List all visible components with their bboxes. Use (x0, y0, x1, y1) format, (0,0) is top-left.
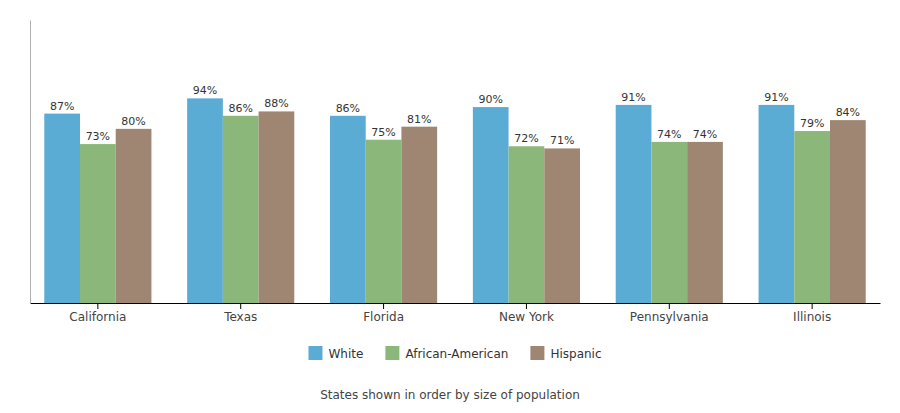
data-label: 75% (371, 126, 395, 139)
bar (794, 131, 830, 303)
legend-item: Hispanic (530, 346, 601, 361)
x-tick-label: New York (499, 310, 554, 324)
bar (473, 107, 509, 303)
chart: 87% 94% 86% 90% 91% 91% 73% 86% 75% 72% 74% 79% 80% 8… (0, 0, 900, 413)
data-label: 91% (621, 91, 645, 104)
bar (544, 148, 580, 303)
data-label: 79% (800, 117, 824, 130)
data-label: 84% (836, 106, 860, 119)
x-tick-mark (812, 303, 813, 309)
legend: White African-American Hispanic (308, 346, 601, 361)
x-tick: Texas (223, 303, 257, 324)
x-tick-mark (240, 303, 241, 309)
x-tick-label: Pennsylvania (630, 310, 709, 324)
plot: 87% 94% 86% 90% 91% 91% 73% 86% 75% 72% 74% 79% 80% 8… (31, 21, 881, 324)
legend-swatch (308, 346, 322, 360)
x-tick-label: Florida (363, 310, 404, 324)
bar (616, 105, 652, 303)
bar (366, 140, 402, 303)
bar (80, 144, 116, 303)
x-tick: California (69, 303, 126, 324)
x-tick-label: Illinois (793, 310, 831, 324)
legend-label: Hispanic (550, 347, 601, 361)
data-label: 87% (50, 100, 74, 113)
data-label: 74% (693, 128, 717, 141)
y-axis (30, 21, 31, 304)
x-tick: New York (499, 303, 554, 324)
bar (687, 142, 723, 303)
data-label: 94% (193, 84, 217, 97)
bar (259, 111, 295, 303)
y-axis-line (30, 21, 31, 304)
x-tick-mark (669, 303, 670, 309)
data-label: 80% (121, 115, 145, 128)
bar (401, 127, 437, 303)
legend-item: African-American (385, 346, 508, 361)
bar (187, 98, 223, 303)
bar (759, 105, 795, 303)
bar (44, 114, 80, 303)
bar (116, 129, 152, 303)
data-label: 81% (407, 113, 431, 126)
x-tick-mark (526, 303, 527, 309)
x-tick-mark (383, 303, 384, 309)
data-label: 72% (514, 132, 538, 145)
legend-swatch (530, 346, 544, 360)
x-tick-label: Texas (223, 310, 257, 324)
subtitle: States shown in order by size of populat… (320, 388, 580, 402)
x-axis: California Texas Florida New York Pennsylvan… (31, 303, 881, 324)
data-label: 86% (336, 102, 360, 115)
x-tick: Pennsylvania (630, 303, 709, 324)
bar (330, 116, 366, 303)
data-label: 90% (478, 93, 502, 106)
legend-item: White (308, 346, 363, 361)
data-label: 91% (764, 91, 788, 104)
legend-label: White (328, 347, 363, 361)
bar (223, 116, 259, 303)
data-label: 88% (264, 97, 288, 110)
data-label: 86% (228, 102, 252, 115)
x-tick: Illinois (793, 303, 831, 324)
bar (509, 146, 545, 303)
bar (830, 120, 866, 303)
data-labels: 87% 94% 86% 90% 91% 91% 73% 86% 75% 72% 74% 79% 80% 8… (50, 84, 860, 147)
legend-label: African-American (405, 347, 508, 361)
x-tick: Florida (363, 303, 404, 324)
data-label: 71% (550, 134, 574, 147)
legend-swatch (385, 346, 399, 360)
data-label: 73% (86, 130, 110, 143)
bar (651, 142, 687, 303)
bars (44, 98, 865, 303)
x-tick-mark (97, 303, 98, 309)
x-axis-line (31, 303, 881, 304)
x-tick-label: California (69, 310, 126, 324)
data-label: 74% (657, 128, 681, 141)
